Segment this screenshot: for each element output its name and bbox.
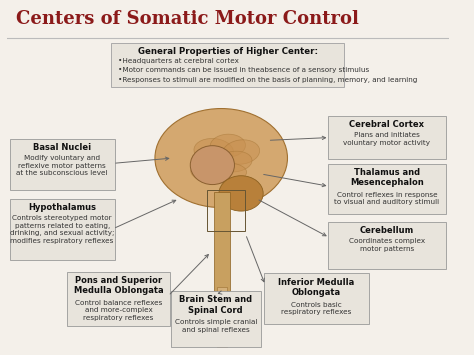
FancyBboxPatch shape [111,43,345,87]
Text: •Headquarters at cerebral cortex: •Headquarters at cerebral cortex [118,58,239,64]
FancyBboxPatch shape [328,222,446,269]
FancyBboxPatch shape [171,291,261,347]
Ellipse shape [155,109,287,208]
Text: Controls simple cranial
and spinal reflexes: Controls simple cranial and spinal refle… [174,319,257,333]
Ellipse shape [222,140,260,164]
Text: Thalamus and
Mesencephalon: Thalamus and Mesencephalon [350,168,424,187]
Text: Cerebral Cortex: Cerebral Cortex [349,120,424,129]
Text: Cerebellum: Cerebellum [360,226,414,235]
FancyBboxPatch shape [9,199,115,260]
Text: Hypothalamus: Hypothalamus [28,203,96,212]
Text: Control reflexes in response
to visual and auditory stimuli: Control reflexes in response to visual a… [334,192,439,206]
FancyBboxPatch shape [214,192,230,291]
FancyBboxPatch shape [217,287,227,347]
Text: Pons and Superior
Medulla Oblongata: Pons and Superior Medulla Oblongata [73,276,164,295]
Ellipse shape [194,138,234,163]
FancyBboxPatch shape [328,116,446,159]
Text: Basal Nuclei: Basal Nuclei [33,143,91,152]
FancyBboxPatch shape [264,273,369,324]
Text: Controls stereotyped motor
patterns related to eating,
drinking, and sexual acti: Controls stereotyped motor patterns rela… [10,215,114,244]
Ellipse shape [190,146,235,185]
Text: Inferior Medulla
Oblongata: Inferior Medulla Oblongata [278,278,354,297]
Text: •Responses to stimuli are modified on the basis of planning, memory, and learnin: •Responses to stimuli are modified on th… [118,77,418,83]
Ellipse shape [219,176,263,211]
Text: Centers of Somatic Motor Control: Centers of Somatic Motor Control [16,10,359,28]
Text: Control balance reflexes
and more-complex
respiratory reflexes: Control balance reflexes and more-comple… [75,300,162,321]
Text: •Motor commands can be issued in theabsence of a sensory stimulus: •Motor commands can be issued in theabse… [118,67,370,73]
Text: Modify voluntary and
reflexive motor patterns
at the subconscious level: Modify voluntary and reflexive motor pat… [17,155,108,176]
Text: Coordinates complex
motor patterns: Coordinates complex motor patterns [349,238,425,252]
FancyBboxPatch shape [67,272,170,326]
Ellipse shape [191,164,229,184]
Ellipse shape [217,151,252,172]
FancyBboxPatch shape [9,139,115,190]
Ellipse shape [209,163,246,181]
Ellipse shape [210,134,246,157]
Text: Brain Stem and
Spinal Cord: Brain Stem and Spinal Cord [179,295,252,315]
Text: Plans and initiates
voluntary motor activity: Plans and initiates voluntary motor acti… [343,132,430,146]
Text: Controls basic
respiratory reflexes: Controls basic respiratory reflexes [281,302,351,315]
Ellipse shape [192,151,224,172]
FancyBboxPatch shape [328,164,446,214]
Text: General Properties of Higher Center:: General Properties of Higher Center: [138,47,318,56]
